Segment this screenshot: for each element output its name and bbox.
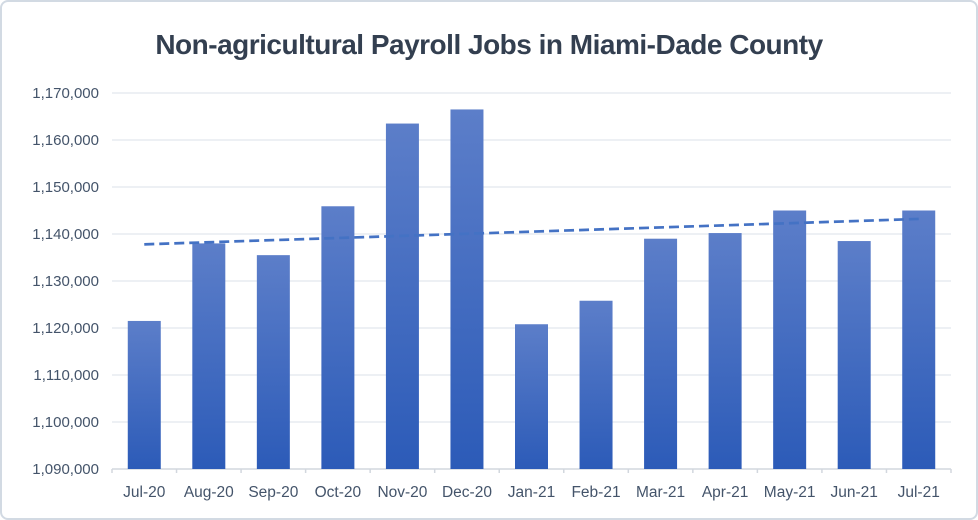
x-axis-label: Oct-20 <box>315 484 362 501</box>
bar-Jul-20[interactable] <box>127 320 161 469</box>
x-axis-label: Sep-20 <box>248 484 298 501</box>
x-axis-label: Jan-21 <box>508 484 555 501</box>
x-axis-label: Apr-21 <box>702 484 749 501</box>
bar-Apr-21[interactable] <box>708 233 742 469</box>
x-axis-label: Dec-20 <box>442 484 492 501</box>
bar-Feb-21[interactable] <box>579 300 613 469</box>
bar-Dec-20[interactable] <box>450 109 484 469</box>
bar-Oct-20[interactable] <box>321 206 355 469</box>
y-axis-tick-label: 1,140,000 <box>32 226 99 243</box>
bar-Jan-21[interactable] <box>515 324 548 469</box>
x-axis-label: Nov-20 <box>377 484 427 501</box>
bar-Nov-20[interactable] <box>385 123 419 470</box>
x-axis-label: May-21 <box>764 484 816 501</box>
bar-Aug-20[interactable] <box>192 243 226 469</box>
bar-Sep-20[interactable] <box>256 255 290 469</box>
bar-Jul-21[interactable] <box>902 210 936 470</box>
bar-Jun-21[interactable] <box>837 241 871 469</box>
x-axis-label: Jun-21 <box>830 484 877 501</box>
x-axis-label: Mar-21 <box>636 484 685 501</box>
y-axis-tick-label: 1,120,000 <box>32 320 99 337</box>
x-axis-label: Jul-20 <box>123 484 166 501</box>
bar-Mar-21[interactable] <box>644 238 678 469</box>
trendline[interactable] <box>144 217 919 246</box>
x-axis-label: Jul-21 <box>898 484 940 501</box>
y-axis-tick-label: 1,130,000 <box>32 273 99 290</box>
bar-May-21[interactable] <box>773 210 807 470</box>
y-axis-tick-label: 1,100,000 <box>32 414 99 431</box>
y-axis-tick-label: 1,160,000 <box>32 132 99 149</box>
y-axis-tick-label: 1,110,000 <box>33 367 99 384</box>
y-axis-tick-label: 1,170,000 <box>32 85 99 102</box>
x-axis-label: Feb-21 <box>571 484 620 501</box>
x-axis-label: Aug-20 <box>184 484 234 501</box>
chart-title: Non-agricultural Payroll Jobs in Miami-D… <box>155 29 823 60</box>
y-axis-tick-label: 1,150,000 <box>32 179 99 196</box>
y-axis-tick-label: 1,090,000 <box>32 461 99 478</box>
